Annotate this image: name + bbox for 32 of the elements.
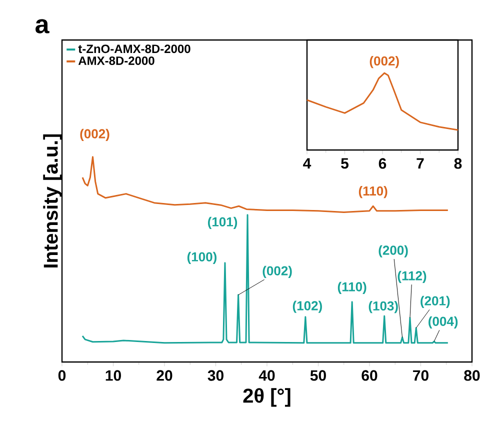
y-axis-title: Intensity [a.u.] bbox=[43, 134, 62, 268]
annotation: (103) bbox=[368, 300, 398, 314]
x-tick-label: 70 bbox=[413, 370, 428, 381]
annotation: (200) bbox=[378, 245, 408, 258]
legend-label: AMX-8D-2000 bbox=[78, 56, 154, 65]
annotation: (002) bbox=[262, 266, 292, 278]
x-tick-label: 20 bbox=[156, 370, 172, 381]
x-tick-label: 30 bbox=[208, 370, 224, 381]
text: a bbox=[36, 19, 50, 34]
x-axis-title: 2θ [°] bbox=[243, 388, 290, 407]
annotation: (004) bbox=[428, 316, 458, 329]
annotation: (100) bbox=[187, 252, 216, 264]
annotation: (002) bbox=[370, 56, 399, 68]
annotation: (101) bbox=[208, 216, 238, 229]
x-tick-label: 50 bbox=[310, 370, 326, 381]
annotation: (201) bbox=[420, 296, 450, 308]
legend-label: t-ZnO-AMX-8D-2000 bbox=[78, 44, 190, 54]
annotation: (110) bbox=[358, 186, 388, 198]
annotation: (110) bbox=[338, 282, 366, 294]
x-tick-label: 10 bbox=[106, 370, 121, 381]
x-tick-label: 5 bbox=[341, 158, 348, 169]
x-tick-label: 4 bbox=[303, 158, 312, 169]
annotation: (102) bbox=[292, 300, 322, 313]
x-tick-label: 0 bbox=[58, 370, 66, 381]
x-tick-label: 8 bbox=[454, 158, 462, 169]
x-tick-label: 60 bbox=[362, 370, 378, 381]
x-tick-label: 7 bbox=[416, 158, 424, 169]
x-tick-label: 40 bbox=[258, 370, 275, 381]
annotation: (112) bbox=[398, 270, 426, 283]
x-tick-label: 80 bbox=[464, 370, 480, 381]
x-tick-label: 6 bbox=[378, 158, 386, 169]
annotation: (002) bbox=[80, 128, 110, 141]
